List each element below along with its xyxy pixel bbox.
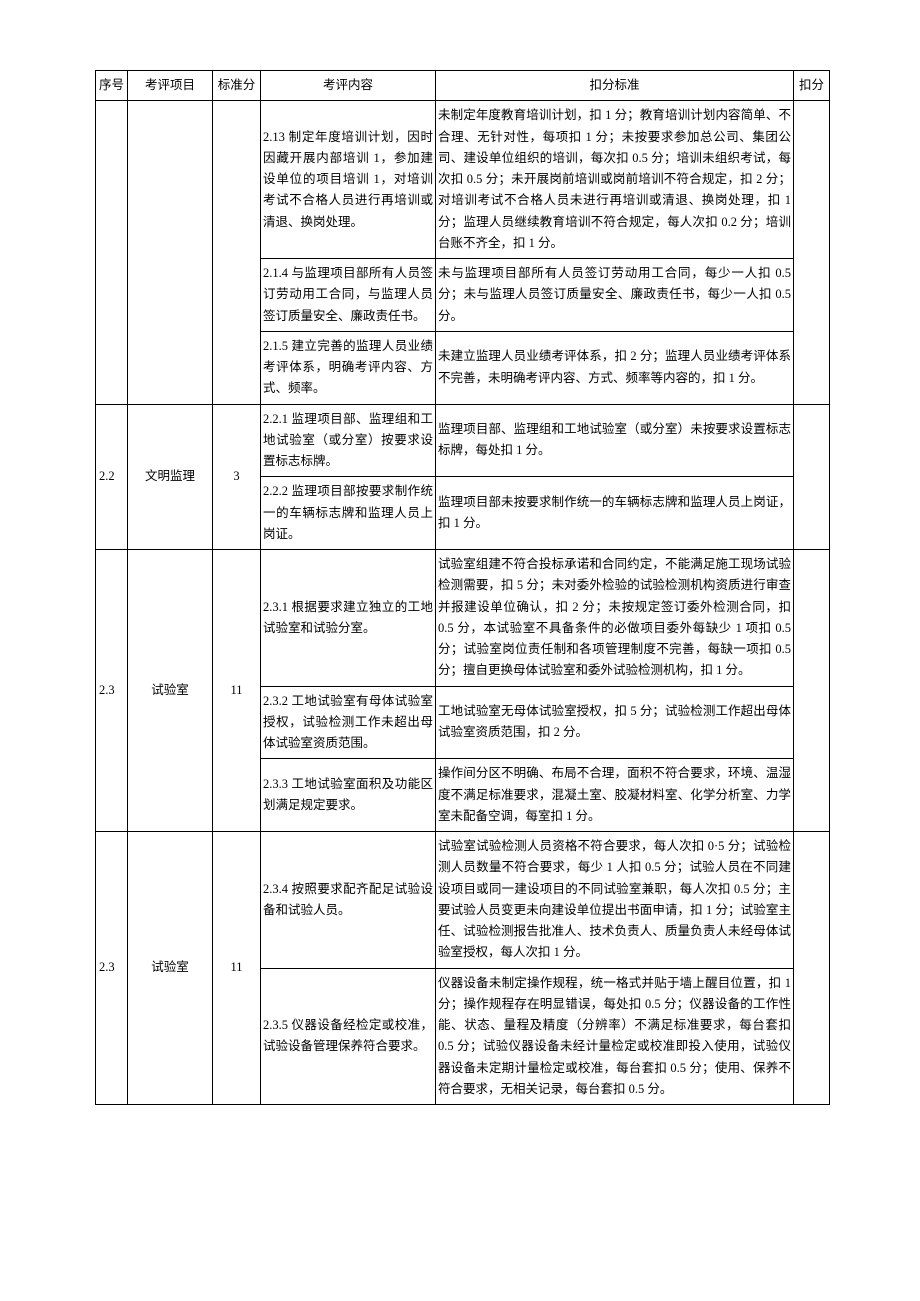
cell-content: 2.3.4 按照要求配齐配足试验设备和试验人员。: [261, 832, 436, 969]
table-header-row: 序号 考评项目 标准分 考评内容 扣分标准 扣分: [96, 71, 830, 101]
cell-score: [213, 101, 261, 404]
cell-seq: 2.2: [96, 404, 128, 550]
cell-criteria: 工地试验室无母体试验室授权，扣 5 分；试验检测工作超出母体试验室资质范围，扣 …: [436, 686, 794, 759]
cell-content: 2.3.5 仪器设备经检定或校准，试验设备管理保养符合要求。: [261, 968, 436, 1105]
header-item: 考评项目: [128, 71, 213, 101]
cell-criteria: 未建立监理人员业绩考评体系，扣 2 分；监理人员业绩考评体系不完善，未明确考评内…: [436, 331, 794, 404]
cell-content: 2.13 制定年度培训计划，因时因藏开展内部培训 1，参加建设单位的项目培训 1…: [261, 101, 436, 259]
cell-content: 2.3.2 工地试验室有母体试验室授权，试验检测工作未超出母体试验室资质范围。: [261, 686, 436, 759]
cell-content: 2.1.4 与监理项目部所有人员签订劳动用工合同，与监理人员签订质量安全、廉政责…: [261, 259, 436, 332]
cell-criteria: 未制定年度教育培训计划，扣 1 分；教育培训计划内容简单、不合理、无针对性，每项…: [436, 101, 794, 259]
cell-deduct: [794, 832, 830, 1105]
cell-deduct: [794, 101, 830, 404]
header-seq: 序号: [96, 71, 128, 101]
table-row: 2.13 制定年度培训计划，因时因藏开展内部培训 1，参加建设单位的项目培训 1…: [96, 101, 830, 259]
table-row: 2.3 试验室 11 2.3.1 根据要求建立独立的工地试验室和试验分室。 试验…: [96, 550, 830, 687]
cell-content: 2.1.5 建立完善的监理人员业绩考评体系，明确考评内容、方式、频率。: [261, 331, 436, 404]
cell-deduct: [794, 550, 830, 832]
cell-criteria: 操作间分区不明确、布局不合理，面积不符合要求，环境、温湿度不满足标准要求，混凝土…: [436, 759, 794, 832]
cell-seq: 2.3: [96, 832, 128, 1105]
cell-score: 11: [213, 550, 261, 832]
table-row: 2.2 文明监理 3 2.2.1 监理项目部、监理组和工地试验室（或分室）按要求…: [96, 404, 830, 477]
cell-item: [128, 101, 213, 404]
cell-item: 试验室: [128, 550, 213, 832]
cell-seq: 2.3: [96, 550, 128, 832]
cell-criteria: 试验室组建不符合投标承诺和合同约定，不能满足施工现场试验检测需要，扣 5 分；未…: [436, 550, 794, 687]
assessment-table: 序号 考评项目 标准分 考评内容 扣分标准 扣分 2.13 制定年度培训计划，因…: [95, 70, 830, 1105]
cell-score: 3: [213, 404, 261, 550]
cell-deduct: [794, 404, 830, 550]
cell-item: 文明监理: [128, 404, 213, 550]
cell-content: 2.3.3 工地试验室面积及功能区划满足规定要求。: [261, 759, 436, 832]
header-deduct: 扣分: [794, 71, 830, 101]
cell-score: 11: [213, 832, 261, 1105]
cell-content: 2.2.1 监理项目部、监理组和工地试验室（或分室）按要求设置标志标牌。: [261, 404, 436, 477]
cell-seq: [96, 101, 128, 404]
cell-content: 2.3.1 根据要求建立独立的工地试验室和试验分室。: [261, 550, 436, 687]
cell-criteria: 未与监理项目部所有人员签订劳动用工合同，每少一人扣 0.5 分；未与监理人员签订…: [436, 259, 794, 332]
cell-criteria: 监理项目部、监理组和工地试验室（或分室）未按要求设置标志标牌，每处扣 1 分。: [436, 404, 794, 477]
cell-criteria: 试验室试验检测人员资格不符合要求，每人次扣 0·5 分；试验检测人员数量不符合要…: [436, 832, 794, 969]
header-content: 考评内容: [261, 71, 436, 101]
cell-item: 试验室: [128, 832, 213, 1105]
header-score: 标准分: [213, 71, 261, 101]
header-criteria: 扣分标准: [436, 71, 794, 101]
cell-content: 2.2.2 监理项目部按要求制作统一的车辆标志牌和监理人员上岗证。: [261, 477, 436, 550]
cell-criteria: 监理项目部未按要求制作统一的车辆标志牌和监理人员上岗证，扣 1 分。: [436, 477, 794, 550]
cell-criteria: 仪器设备未制定操作规程，统一格式并贴于墙上醒目位置，扣 1 分；操作规程存在明显…: [436, 968, 794, 1105]
table-row: 2.3 试验室 11 2.3.4 按照要求配齐配足试验设备和试验人员。 试验室试…: [96, 832, 830, 969]
